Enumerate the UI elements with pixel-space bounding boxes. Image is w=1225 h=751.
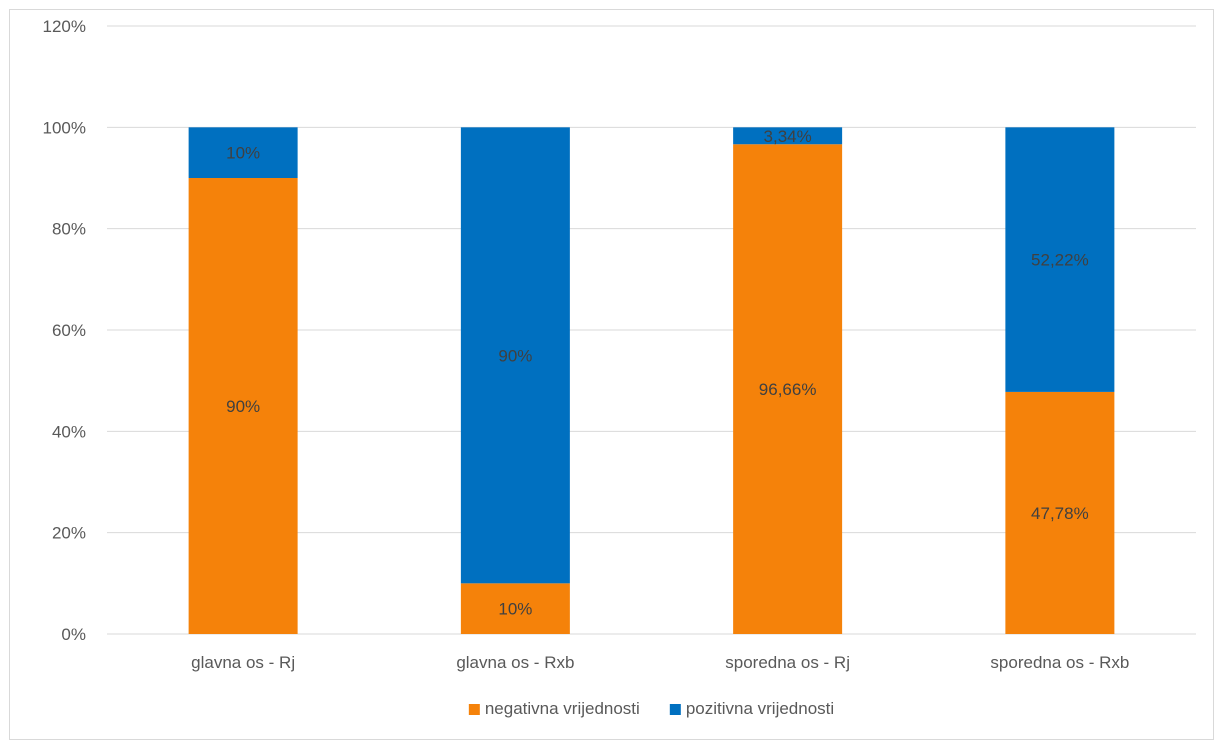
- data-label: 90%: [498, 346, 532, 365]
- legend-swatch-negativna: [468, 704, 480, 715]
- y-tick-label: 100%: [43, 118, 86, 137]
- legend: negativna vrijednosti pozitivna vrijednos…: [468, 699, 834, 718]
- y-tick-label: 60%: [52, 321, 86, 340]
- y-tick-label: 20%: [52, 524, 86, 543]
- x-tick-label: glavna os - Rxb: [456, 653, 574, 672]
- legend-label-pozitivna: pozitivna vrijednosti: [686, 699, 834, 718]
- y-tick-label: 120%: [43, 17, 86, 36]
- bar-segment-pozitivna-2: [460, 127, 570, 584]
- bar-segment-negativna-1: [188, 178, 298, 634]
- data-label: 10%: [226, 144, 260, 163]
- data-label: 3,34%: [764, 127, 812, 146]
- bar-segment-pozitivna-1: [188, 127, 298, 178]
- x-tick-label: sporedna os - Rj: [725, 653, 850, 672]
- y-tick-label: 40%: [52, 422, 86, 441]
- data-label: 90%: [226, 397, 260, 416]
- data-label: 52,22%: [1031, 251, 1089, 270]
- x-axis-tick-labels: glavna os - Rj glavna os - Rxb sporedna os…: [191, 653, 1129, 672]
- data-labels: 90% 10% 10% 90% 96,66% 3,34% 47,78% 52,22%: [226, 127, 1089, 619]
- data-label: 10%: [498, 600, 532, 619]
- bar-segment-negativna-2: [460, 583, 570, 634]
- x-tick-label: sporedna os - Rxb: [990, 653, 1129, 672]
- bar-segment-negativna-4: [1005, 391, 1115, 634]
- data-label: 47,78%: [1031, 504, 1089, 523]
- bar-segment-pozitivna-3: [733, 127, 843, 145]
- legend-label-negativna: negativna vrijednosti: [485, 699, 640, 718]
- legend-swatch-pozitivna: [669, 704, 681, 715]
- y-tick-label: 0%: [61, 625, 86, 644]
- bar-segment-pozitivna-4: [1005, 127, 1115, 392]
- bars: [188, 127, 1115, 635]
- x-tick-label: glavna os - Rj: [191, 653, 295, 672]
- data-label: 96,66%: [759, 380, 817, 399]
- y-axis-tick-labels: 0% 20% 40% 60% 80% 100% 120%: [43, 17, 86, 644]
- y-tick-label: 80%: [52, 220, 86, 239]
- bar-segment-negativna-3: [733, 144, 843, 635]
